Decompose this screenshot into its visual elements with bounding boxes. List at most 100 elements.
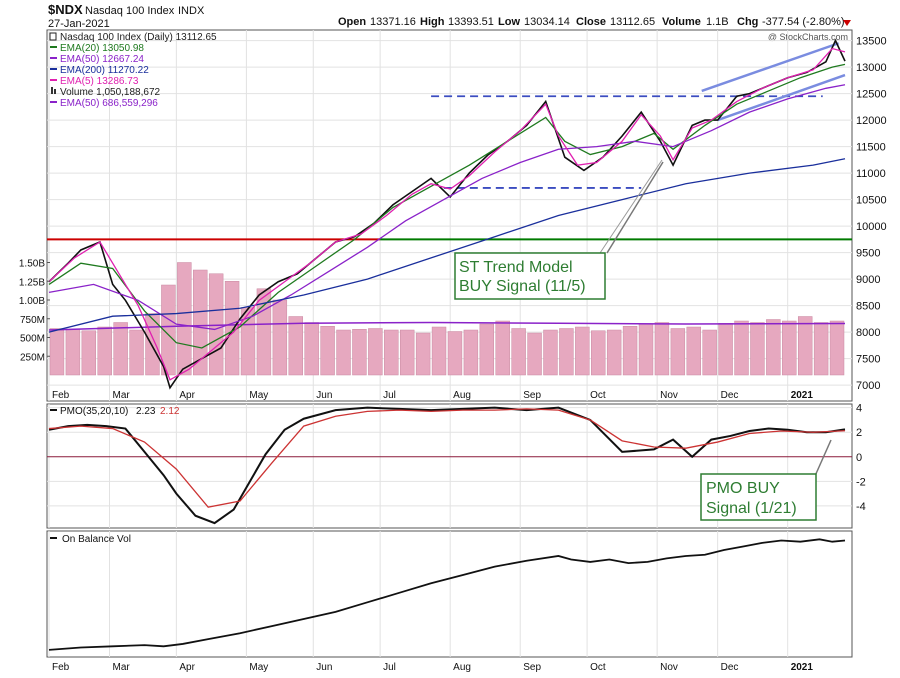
pmo-tick-label: -2 [856, 476, 866, 488]
annotation-title: PMO BUY [706, 480, 780, 497]
chg-label: Chg [737, 16, 758, 28]
volume-bar [782, 320, 797, 376]
volume-bar [654, 322, 670, 376]
volume-ema-line [48, 321, 846, 331]
volume-value: 1.1B [706, 16, 729, 28]
chg-value: -377.54 (-2.80%) [762, 16, 845, 28]
x-tick-label: 2021 [791, 390, 814, 401]
annotation-pointer [814, 439, 832, 477]
pmo-signal-line [48, 408, 846, 508]
volume-bar [288, 316, 303, 376]
obv-panel [46, 530, 853, 658]
volume-bar [463, 329, 479, 376]
pmo-tick-label: 2 [856, 427, 862, 439]
legend-entry-price: Nasdaq 100 Index (Daily) 13112.65 [60, 32, 217, 43]
pmo-signal-value: 2.12 [160, 406, 180, 417]
legend-entry-ema5: EMA(5) 13286.73 [60, 76, 139, 87]
down-arrow-icon [843, 20, 851, 26]
annotation-pointer [606, 161, 664, 254]
x-tick-label: Feb [52, 662, 70, 673]
volume-bar [304, 322, 319, 376]
volume-tick-label: 1.25B [19, 277, 45, 288]
volume-bar [415, 332, 431, 376]
annotation-title: ST Trend Model [459, 259, 573, 276]
pmo-label: PMO(35,20,10) [60, 406, 128, 417]
x-tick-label: Aug [453, 390, 471, 401]
close-value: 13112.65 [610, 16, 655, 28]
ema5-line [48, 47, 846, 381]
x-tick-label: Mar [112, 662, 130, 673]
pmo-value: 2.23 [136, 406, 156, 417]
x-tick-label: Mar [112, 390, 130, 401]
y-tick-label: 10500 [856, 195, 887, 207]
legend-volume: Volume 1,050,188,672 [51, 87, 161, 98]
volume-bar [479, 323, 495, 376]
volume-tick-label: 250M [20, 352, 45, 363]
volume-bar [256, 288, 272, 376]
x-tick-label: Jun [316, 390, 332, 401]
x-tick-label: Nov [660, 390, 678, 401]
volume-bar [543, 329, 558, 376]
annotation-subtitle: Signal (1/21) [706, 500, 797, 517]
legend-entry-ema20: EMA(20) 13050.98 [60, 43, 144, 54]
volume-bar [559, 328, 574, 376]
ohlc-row: Open 13371.16 High 13393.51 Low 13034.14… [338, 16, 845, 28]
legend-entry-ema200: EMA(200) 11270.22 [60, 65, 149, 76]
pmo-tick-label: 0 [856, 452, 862, 464]
index-name: Nasdaq 100 Index [85, 5, 175, 17]
legend-entry-volume: Volume 1,050,188,672 [60, 87, 161, 98]
legend-price: Nasdaq 100 Index (Daily) 13112.65 [49, 32, 217, 43]
legend-ema5: EMA(5) 13286.73 [50, 76, 139, 87]
x-tick-label: Jun [316, 662, 332, 673]
annotation-box [700, 473, 817, 521]
watermark: @ StockCharts.com [768, 32, 848, 42]
x-tick-label: Dec [721, 662, 739, 673]
obv-line [48, 538, 846, 651]
legend-volume-ema: EMA(50) 686,559,296 [50, 98, 158, 109]
legend-ema200: EMA(200) 11270.22 [50, 65, 149, 76]
y-tick-label: 9500 [856, 248, 880, 260]
volume-bar [591, 330, 606, 376]
volume-bar [638, 323, 654, 376]
x-tick-label: May [249, 390, 268, 401]
volume-bar [511, 328, 526, 376]
volume-bar [177, 262, 192, 376]
x-tick-label: Sep [523, 390, 541, 401]
x-tick-label: 2021 [791, 662, 814, 673]
high-value: 13393.51 [448, 16, 494, 28]
open-value: 13371.16 [370, 16, 416, 28]
volume-bar [49, 328, 65, 376]
x-tick-label: Dec [721, 390, 739, 401]
ema50-line [48, 84, 846, 331]
volume-tick-label: 1.50B [19, 259, 45, 270]
ema20-line [48, 63, 846, 349]
symbol: $NDX [48, 2, 83, 17]
volume-bar [368, 328, 383, 376]
y-tick-label: 7000 [856, 380, 880, 392]
x-tick-label: Sep [523, 662, 541, 673]
volume-bar [336, 329, 351, 376]
volume-bar [193, 269, 208, 376]
volume-bar [495, 320, 510, 376]
x-tick-label: Apr [179, 662, 195, 673]
x-tick-label: Jul [383, 662, 396, 673]
channel-upper-line [701, 42, 840, 93]
pmo-tick-label: -4 [856, 501, 866, 513]
obv-legend: On Balance Vol [50, 534, 131, 545]
volume-bar [272, 299, 288, 376]
channel-lower-line [717, 73, 846, 122]
low-label: Low [498, 16, 520, 28]
x-tick-label: May [249, 662, 268, 673]
volume-bar [606, 329, 622, 376]
annotation-subtitle: BUY Signal (11/5) [459, 278, 586, 295]
y-tick-label: 9000 [856, 274, 880, 286]
volume-bar [145, 313, 160, 376]
volume-tick-label: 1.00B [19, 296, 45, 307]
volume-bar [399, 329, 415, 376]
volume-bar [81, 330, 97, 376]
volume-bar [829, 320, 845, 376]
x-tick-label: Oct [590, 390, 606, 401]
volume-bar [527, 332, 542, 376]
annotation-box [454, 252, 606, 300]
candle-icon [49, 32, 57, 41]
